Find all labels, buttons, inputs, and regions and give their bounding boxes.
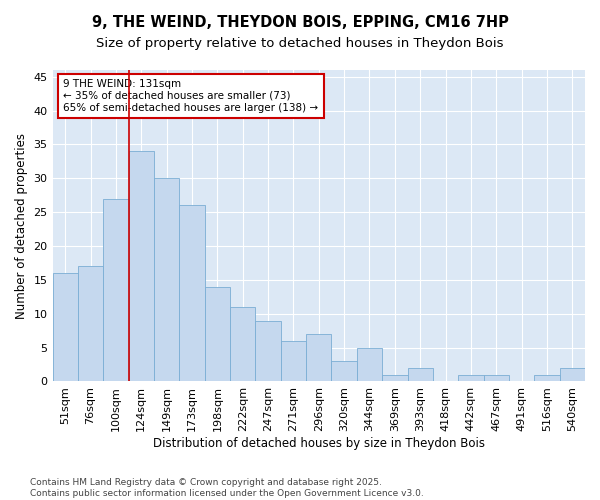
Bar <box>560 368 585 382</box>
Bar <box>458 374 484 382</box>
Bar <box>306 334 331 382</box>
Text: 9 THE WEIND: 131sqm
← 35% of detached houses are smaller (73)
65% of semi-detach: 9 THE WEIND: 131sqm ← 35% of detached ho… <box>63 80 319 112</box>
Bar <box>78 266 103 382</box>
Bar <box>256 320 281 382</box>
Bar <box>382 374 407 382</box>
Bar <box>281 341 306 382</box>
Bar <box>53 273 78 382</box>
Text: Size of property relative to detached houses in Theydon Bois: Size of property relative to detached ho… <box>96 38 504 51</box>
Bar <box>534 374 560 382</box>
Bar <box>128 151 154 382</box>
Text: Contains HM Land Registry data © Crown copyright and database right 2025.
Contai: Contains HM Land Registry data © Crown c… <box>30 478 424 498</box>
Bar <box>103 198 128 382</box>
Bar <box>484 374 509 382</box>
Bar <box>331 361 357 382</box>
Bar <box>357 348 382 382</box>
Y-axis label: Number of detached properties: Number of detached properties <box>15 132 28 318</box>
Bar <box>179 206 205 382</box>
Bar <box>230 307 256 382</box>
Text: 9, THE WEIND, THEYDON BOIS, EPPING, CM16 7HP: 9, THE WEIND, THEYDON BOIS, EPPING, CM16… <box>92 15 508 30</box>
X-axis label: Distribution of detached houses by size in Theydon Bois: Distribution of detached houses by size … <box>153 437 485 450</box>
Bar <box>407 368 433 382</box>
Bar <box>205 286 230 382</box>
Bar <box>154 178 179 382</box>
